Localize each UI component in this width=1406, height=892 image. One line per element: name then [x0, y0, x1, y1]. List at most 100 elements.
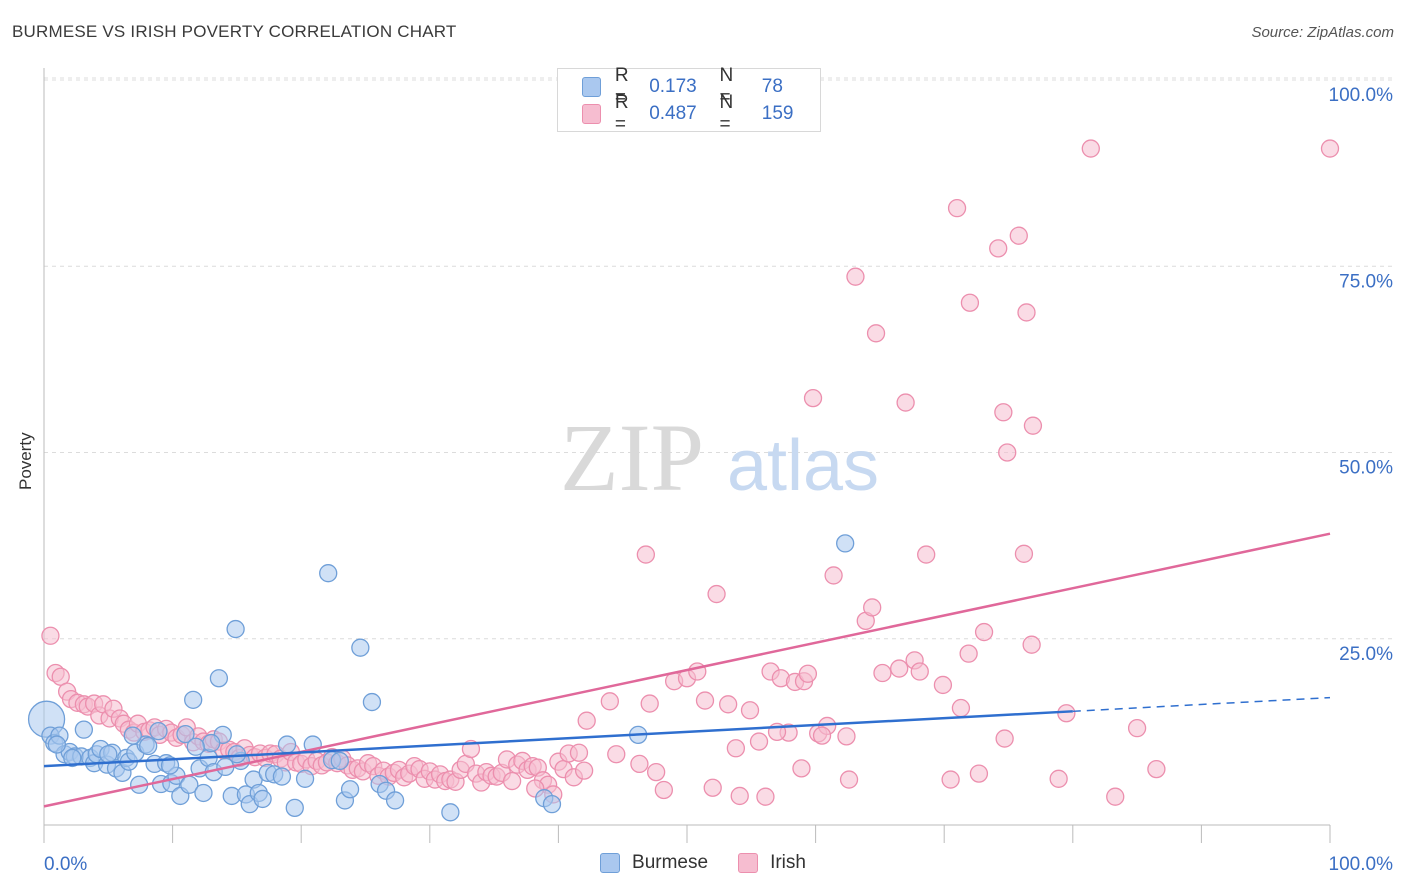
irish-point: [1014, 544, 1034, 563]
irish-point: [995, 729, 1014, 748]
irish-point: [703, 778, 722, 797]
burmese-points: [27, 534, 855, 822]
burmese-point: [351, 638, 370, 657]
irish-point: [1022, 635, 1041, 654]
irish-point: [756, 787, 775, 806]
irish-point: [646, 762, 666, 782]
irish-point: [630, 754, 649, 774]
burmese-point: [277, 735, 297, 754]
burmese-point: [160, 756, 180, 775]
legend-burmese-label: Burmese: [632, 852, 709, 873]
irish-point: [863, 598, 882, 617]
burmese-point: [47, 735, 67, 754]
burmese-point: [63, 748, 82, 768]
irish-point: [974, 622, 994, 642]
watermark-zip: ZIP: [560, 404, 704, 511]
y-axis-label: Poverty: [16, 432, 35, 490]
gridlines: [44, 77, 1395, 640]
burmese-point: [441, 803, 460, 822]
burmese-r-value: 0.173: [649, 76, 697, 97]
burmese-point: [74, 720, 94, 739]
burmese-point: [272, 767, 292, 786]
burmese-point: [362, 692, 382, 712]
axes: [43, 68, 1331, 843]
trend-lines: [43, 532, 1331, 808]
burmese-point: [186, 737, 205, 756]
x-tick-label-100: 100.0%: [1329, 854, 1394, 875]
burmese-point: [340, 780, 360, 799]
tick-labels: 25.0% 50.0% 75.0% 100.0% 0.0% 100.0%: [44, 85, 1393, 875]
irish-point: [1017, 303, 1036, 322]
burmese-point: [226, 619, 245, 639]
irish-point: [1106, 787, 1125, 806]
legend-item-burmese[interactable]: Burmese: [600, 852, 708, 874]
irish-swatch: [582, 104, 601, 124]
burmese-point: [227, 745, 247, 764]
irish-point: [640, 694, 659, 713]
legend-item-irish[interactable]: Irish: [738, 852, 806, 874]
legend-irish-label: Irish: [770, 852, 806, 873]
irish-point: [998, 443, 1017, 462]
irish-point: [890, 659, 909, 678]
burmese-point: [184, 690, 203, 709]
burmese-point: [202, 733, 221, 753]
burmese-point: [330, 751, 349, 771]
irish-point: [726, 739, 746, 758]
irish-point: [873, 663, 892, 683]
legend-irish-swatch: [738, 853, 759, 873]
burmese-trend-line: [43, 710, 1073, 768]
irish-point: [1009, 226, 1028, 245]
burmese-point: [149, 721, 168, 741]
irish-point: [866, 324, 886, 343]
irish-point: [740, 701, 760, 720]
irish-point: [989, 239, 1008, 258]
burmese-point: [385, 791, 405, 810]
irish-point: [654, 780, 674, 800]
watermark-atlas: atlas: [727, 426, 879, 506]
burmese-swatch: [582, 77, 601, 97]
y-tick-label-50: 50.0%: [1339, 458, 1393, 479]
irish-point: [969, 764, 989, 783]
y-tick-label-100: 100.0%: [1329, 85, 1394, 106]
burmese-point: [194, 783, 213, 803]
burmese-point: [295, 769, 315, 788]
irish-n-value: 159: [761, 103, 794, 124]
irish-point: [951, 698, 971, 718]
legend-burmese-swatch: [600, 853, 621, 873]
irish-point: [1320, 139, 1340, 158]
irish-point: [1147, 759, 1166, 779]
burmese-n-label: N =: [719, 65, 734, 108]
irish-point: [569, 743, 589, 762]
burmese-point: [176, 724, 195, 744]
irish-point: [960, 293, 980, 312]
irish-trend-line: [43, 532, 1331, 808]
source-label: Source: ZipAtlas.com: [1251, 24, 1394, 41]
irish-point: [502, 771, 522, 791]
irish-point: [947, 198, 967, 218]
burmese-point: [319, 564, 338, 583]
irish-point: [994, 403, 1013, 422]
irish-point: [719, 695, 738, 714]
legend-row-burmese: R = 0.173 N = 78: [582, 65, 820, 108]
y-tick-label-25: 25.0%: [1339, 644, 1393, 665]
irish-r-value: 0.487: [649, 103, 697, 124]
legend-row-irish: R = 0.487 N = 159: [582, 92, 820, 135]
irish-point: [577, 711, 596, 730]
irish-point: [812, 726, 832, 745]
irish-point: [839, 770, 859, 789]
watermark: ZIP atlas: [560, 404, 879, 511]
burmese-trend-extension: [1072, 696, 1331, 713]
burmese-point: [285, 798, 304, 818]
burmese-point: [542, 794, 562, 814]
irish-point: [1081, 139, 1100, 158]
burmese-point: [836, 534, 855, 553]
burmese-point: [209, 669, 229, 688]
y-tick-label-75: 75.0%: [1339, 271, 1393, 292]
burmese-point: [99, 745, 118, 764]
irish-n-label: N =: [719, 92, 734, 135]
irish-point: [574, 761, 594, 780]
irish-point: [707, 584, 726, 604]
irish-point: [941, 770, 960, 789]
irish-point: [792, 759, 811, 778]
